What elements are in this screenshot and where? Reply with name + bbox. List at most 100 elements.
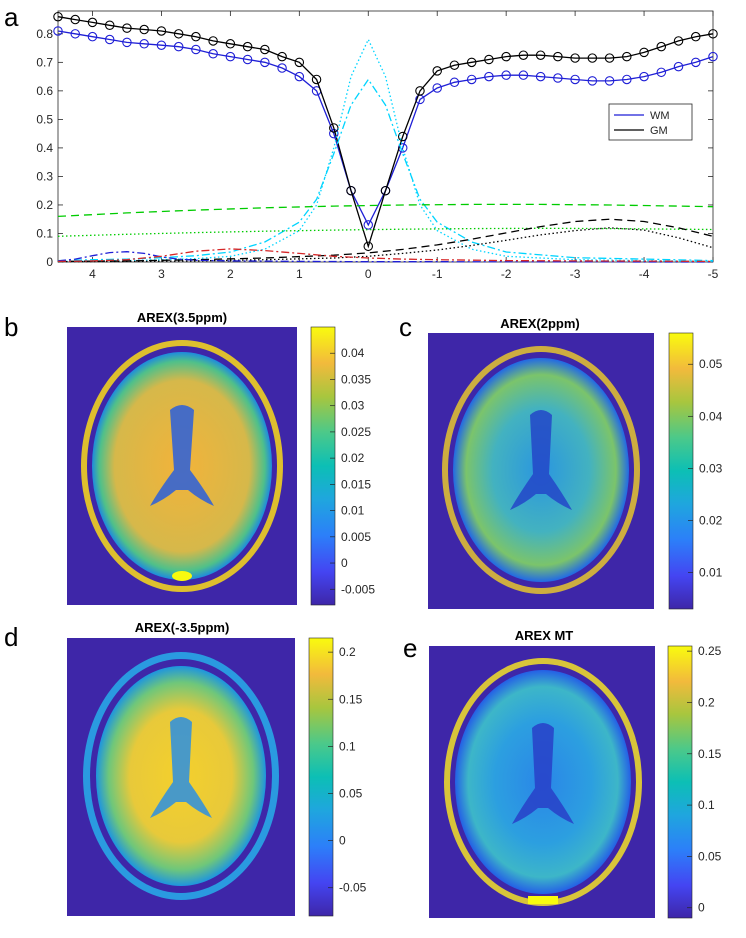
legend-gm-label: GM	[650, 125, 668, 137]
panel-label-d: d	[4, 622, 18, 652]
y-tick-label: 0.2	[36, 198, 53, 212]
data-point-wm	[639, 71, 649, 82]
colorbar-tick-label: 0	[698, 901, 705, 915]
data-point-wm	[139, 39, 149, 49]
series-line-gm	[57, 16, 714, 249]
data-point-wm	[553, 73, 563, 83]
panel-label-a: a	[4, 2, 19, 32]
y-tick-label: 0.8	[36, 27, 53, 41]
data-point-wm	[587, 76, 598, 86]
y-tick-label: 0.4	[36, 141, 53, 155]
data-point-gm	[70, 14, 80, 25]
series-line-8	[57, 251, 714, 263]
colorbar-b-ticks: -0.005 0 0.005 0.01 0.015 0.02 0.025 0.03 0.035 0…	[330, 346, 375, 596]
data-point-gm	[191, 31, 201, 42]
data-point-gm	[294, 57, 305, 68]
colorbar-tick-label: 0.005	[341, 530, 371, 544]
brain-map-c	[442, 346, 640, 594]
colorbar-tick-label: 0	[339, 834, 346, 848]
data-point-wm	[466, 74, 477, 85]
data-point-gm	[535, 50, 546, 60]
data-point-gm	[208, 36, 218, 46]
x-tick-label: 2	[227, 267, 234, 281]
colorbar-tick-label: 0.015	[341, 477, 371, 491]
data-point-wm	[173, 41, 184, 52]
colorbar-b	[310, 326, 336, 606]
data-point-gm	[156, 26, 167, 36]
data-point-gm	[501, 51, 511, 62]
data-point-gm	[691, 31, 701, 42]
colorbar-tick-label: 0.01	[341, 504, 365, 518]
colorbar-e	[667, 645, 693, 919]
data-point-wm	[191, 44, 201, 55]
y-tick-label: 0.1	[36, 226, 53, 240]
data-point-gm	[639, 47, 649, 58]
x-tick-label: -1	[432, 267, 443, 281]
panel-b: b AREX(3.5ppm) -0.005 0 0.005 0.01 0.015 0.02…	[4, 310, 375, 606]
spectrum-series	[53, 11, 718, 263]
data-point-gm	[380, 185, 391, 196]
colorbar-tick-label: 0.02	[699, 513, 723, 527]
data-point-wm	[260, 57, 270, 68]
data-point-gm	[708, 29, 718, 39]
data-point-gm	[604, 53, 615, 63]
x-tick-label: -5	[708, 267, 719, 281]
data-point-gm	[87, 17, 98, 28]
data-point-wm	[708, 51, 718, 62]
data-point-wm	[604, 76, 615, 86]
data-point-wm	[87, 31, 98, 42]
brain-map-d	[83, 652, 279, 900]
colorbar-tick-label: 0	[341, 556, 348, 570]
series-line-2	[57, 78, 714, 262]
data-point-gm	[122, 23, 132, 33]
data-point-wm	[277, 63, 287, 73]
panel-label-e: e	[403, 633, 417, 663]
data-point-wm	[673, 61, 684, 72]
colorbar-tick-label: 0.05	[699, 357, 723, 371]
data-point-wm	[691, 57, 701, 68]
data-point-gm	[518, 50, 529, 60]
data-point-gm	[260, 44, 270, 55]
data-point-wm	[501, 70, 511, 80]
data-point-gm	[329, 123, 339, 133]
data-point-wm	[242, 54, 253, 65]
legend-wm-label: WM	[650, 110, 670, 122]
data-point-wm	[104, 34, 115, 45]
x-axis: 4 3 2 1 0 -1 -2 -3 -4 -5	[89, 11, 719, 281]
y-tick-label: 0	[46, 255, 53, 269]
panel-d: d AREX(-3.5ppm) -0.05 0 0.05 0.1 0.15 0.2	[4, 620, 367, 917]
colorbar-tick-label: 0.1	[698, 798, 715, 812]
colorbar-tick-label: 0.05	[339, 786, 363, 800]
legend: WM GM	[608, 103, 693, 141]
series-line-5	[57, 227, 714, 237]
panel-label-b: b	[4, 312, 18, 342]
data-point-wm	[518, 70, 529, 80]
data-point-wm	[70, 29, 80, 39]
data-point-gm	[484, 54, 494, 65]
panel-c: c AREX(2ppm) 0.01 0.02 0.03 0.04 0.05	[399, 312, 723, 610]
panel-c-title: AREX(2ppm)	[500, 316, 579, 331]
brain-map-e	[444, 658, 642, 906]
data-point-wm	[208, 49, 218, 59]
colorbar-tick-label: 0.035	[341, 372, 371, 386]
data-point-wm	[535, 71, 546, 82]
colorbar-tick-label: 0.04	[341, 346, 365, 360]
data-point-gm	[242, 41, 253, 52]
data-point-gm	[415, 86, 425, 96]
colorbar-tick-label: 0.03	[341, 399, 365, 413]
x-tick-label: -2	[501, 267, 512, 281]
data-point-wm	[570, 74, 580, 85]
data-point-gm	[570, 53, 580, 63]
brain-map-b	[81, 340, 283, 592]
colorbar-tick-label: 0.05	[698, 849, 722, 863]
y-tick-label: 0.3	[36, 169, 53, 183]
data-point-gm	[397, 131, 408, 142]
colorbar-tick-label: 0.025	[341, 425, 371, 439]
data-point-gm	[656, 41, 667, 52]
data-point-gm	[466, 57, 477, 68]
y-axis: 0 0.1 0.2 0.3 0.4 0.5 0.6 0.7 0.8	[36, 27, 713, 269]
panel-b-title: AREX(3.5ppm)	[137, 310, 227, 325]
series-line-6	[57, 218, 714, 263]
x-tick-label: 0	[365, 267, 372, 281]
